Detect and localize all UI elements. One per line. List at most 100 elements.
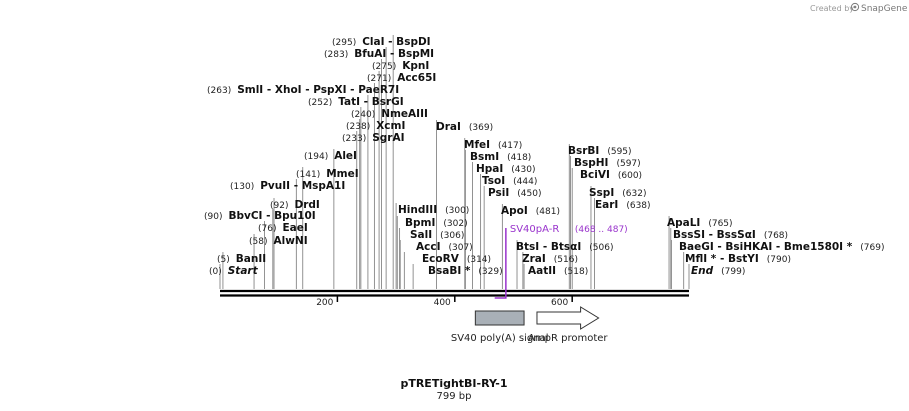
enzyme-label-bsrbi[interactable]: BsrBI (595): [568, 145, 632, 157]
enzyme-name: MfeI: [464, 139, 490, 151]
snapgene-logo: [850, 2, 860, 12]
enzyme-label-nmeaiii[interactable]: (240) NmeAIII: [351, 108, 428, 120]
enzyme-position: (90): [204, 212, 222, 222]
enzyme-label-eari[interactable]: EarI (638): [595, 199, 651, 211]
enzyme-name: SmlI: [237, 84, 263, 96]
enzyme-name: DraI: [436, 121, 461, 133]
enzyme-label-hpai[interactable]: HpaI (430): [476, 163, 536, 175]
enzyme-label-bsphi[interactable]: BspHI (597): [574, 157, 641, 169]
enzyme-position: (516): [554, 255, 578, 265]
enzyme-label-zrai[interactable]: ZraI (516): [522, 253, 578, 265]
enzyme-label-alwni[interactable]: (58) AlwNI: [249, 235, 308, 247]
enzyme-position: (768): [764, 231, 788, 241]
enzyme-name: MmeI: [326, 168, 358, 180]
enzyme-position: (240): [351, 110, 375, 120]
enzyme-name: SalI: [410, 229, 432, 241]
enzyme-label-bcivi[interactable]: BciVI (600): [580, 169, 642, 181]
enzyme-label-tsoi[interactable]: TsoI (444): [482, 175, 537, 187]
enzyme-label-drai[interactable]: DraI (369): [436, 121, 493, 133]
enzyme-label-banii[interactable]: (5) BanII: [217, 253, 266, 265]
enzyme-name: PsiI: [488, 187, 509, 199]
enzyme-name: AleI: [334, 150, 357, 162]
enzyme-labels: (0) Start(5) BanII (58) AlwNI(76) EaeI (90) Bbv…: [204, 36, 884, 277]
enzyme-position: (418): [507, 153, 531, 163]
enzyme-label-bsmi[interactable]: BsmI (418): [470, 151, 531, 163]
enzyme-label-bpmi[interactable]: BpmI (302): [405, 217, 468, 229]
enzyme-name: EaeI: [282, 222, 307, 234]
enzyme-name: BanII: [236, 253, 266, 265]
brand-text: SnapGene: [861, 4, 908, 14]
enzyme-position: (638): [626, 201, 650, 211]
enzyme-name-suffix: - MspA1I: [290, 180, 345, 192]
enzyme-name: End: [691, 265, 714, 277]
enzyme-label-hindiii[interactable]: HindIII (300): [398, 204, 469, 216]
enzyme-label-psii[interactable]: PsiI (450): [488, 187, 541, 199]
enzyme-name-suffix: - Bpu10I: [262, 210, 315, 222]
enzyme-position: (0): [209, 267, 222, 277]
enzyme-label-smli[interactable]: (263) SmlI - XhoI - PspXI - PaeR7I: [207, 84, 399, 96]
tick-label-200: 200: [316, 298, 333, 308]
enzyme-position: (295): [332, 38, 356, 48]
enzyme-name-suffix: - BtsαI: [539, 241, 581, 253]
enzyme-name: DrdI: [294, 199, 319, 211]
enzyme-label-baegi[interactable]: BaeGI - BsiHKAI - Bme1580I * (769): [679, 241, 884, 253]
enzyme-name: BaeGI: [679, 241, 714, 253]
enzyme-label-acci[interactable]: AccI (307): [416, 241, 473, 253]
enzyme-label-btsi[interactable]: BtsI - BtsαI (506): [516, 241, 613, 253]
enzyme-label-alei[interactable]: (194) AleI: [304, 150, 357, 162]
enzyme-label-bbvci[interactable]: (90) BbvCI - Bpu10I: [204, 210, 316, 222]
enzyme-label-mfei[interactable]: MfeI (417): [464, 139, 522, 151]
enzyme-label-drdi[interactable]: (92) DrdI: [270, 199, 320, 211]
enzyme-label-bsssi[interactable]: BssSI - BssSαI (768): [673, 229, 788, 241]
enzyme-name: BsmI: [470, 151, 499, 163]
enzyme-position: (58): [249, 237, 267, 247]
enzyme-label-eaei[interactable]: (76) EaeI: [258, 222, 308, 234]
enzyme-name: XcmI: [376, 120, 405, 132]
enzyme-label-end[interactable]: End (799): [691, 265, 745, 277]
enzyme-name: AccI: [416, 241, 440, 253]
enzyme-leaders: [219, 35, 690, 289]
enzyme-name: HpaI: [476, 163, 503, 175]
enzyme-name: BfuAI: [354, 48, 386, 60]
enzyme-position: (300): [445, 206, 469, 216]
enzyme-name-suffix: - BsrGI: [360, 96, 404, 108]
enzyme-position: (130): [230, 182, 254, 192]
enzyme-position: (76): [258, 224, 276, 234]
enzyme-label-apoi[interactable]: ApoI (481): [501, 205, 560, 217]
enzyme-position: (765): [708, 219, 732, 229]
enzyme-position: (306): [440, 231, 464, 241]
enzyme-label-sgrai[interactable]: (233) SgrAI: [342, 132, 405, 144]
enzyme-name: Start: [228, 265, 259, 277]
enzyme-label-xcmi[interactable]: (238) XcmI: [346, 120, 405, 132]
enzyme-name: BtsI: [516, 241, 539, 253]
enzyme-label-apali[interactable]: ApaLI (765): [667, 217, 733, 229]
enzyme-label-bsabi[interactable]: BsaBI * (329): [428, 265, 503, 277]
enzyme-name: BpmI: [405, 217, 435, 229]
enzyme-name: KpnI: [402, 60, 429, 72]
plasmid-name: pTRETightBI-RY-1: [400, 377, 507, 390]
enzyme-label-aatii[interactable]: AatII (518): [528, 265, 588, 277]
feature-arrow: [536, 306, 600, 330]
enzyme-position: (369): [469, 123, 493, 133]
enzyme-label-bfuai[interactable]: (283) BfuAI - BspMI: [324, 48, 434, 60]
enzyme-position: (314): [467, 255, 491, 265]
primer-sv40pa-r[interactable]: SV40pA-R (468 .. 487): [494, 224, 628, 299]
enzyme-position: (194): [304, 152, 328, 162]
enzyme-label-mfli[interactable]: MflI * - BstYI (790): [685, 253, 791, 265]
enzyme-label-clai[interactable]: (295) ClaI - BspDI: [332, 36, 431, 48]
enzyme-label-sali[interactable]: SalI (306): [410, 229, 464, 241]
enzyme-label-acc65i[interactable]: (271) Acc65I: [367, 72, 436, 84]
enzyme-label-mmei[interactable]: (141) MmeI: [296, 168, 359, 180]
enzyme-label-start[interactable]: (0) Start: [209, 265, 259, 277]
primer-arrow: [494, 228, 507, 299]
enzyme-label-pvuii[interactable]: (130) PvuII - MspA1I: [230, 180, 345, 192]
enzyme-label-ecorv[interactable]: EcoRV (314): [422, 253, 491, 265]
feature-sv40-poly-a-signal[interactable]: SV40 poly(A) signal: [451, 310, 549, 344]
enzyme-label-kpni[interactable]: (275) KpnI: [372, 60, 429, 72]
enzyme-label-tati[interactable]: (252) TatI - BsrGI: [308, 96, 404, 108]
enzyme-name-suffix: - BspDI: [385, 36, 431, 48]
enzyme-position: (5): [217, 255, 230, 265]
feature-ampr-promoter[interactable]: AmpR promoter: [528, 306, 608, 344]
enzyme-label-sspi[interactable]: SspI (632): [589, 187, 646, 199]
